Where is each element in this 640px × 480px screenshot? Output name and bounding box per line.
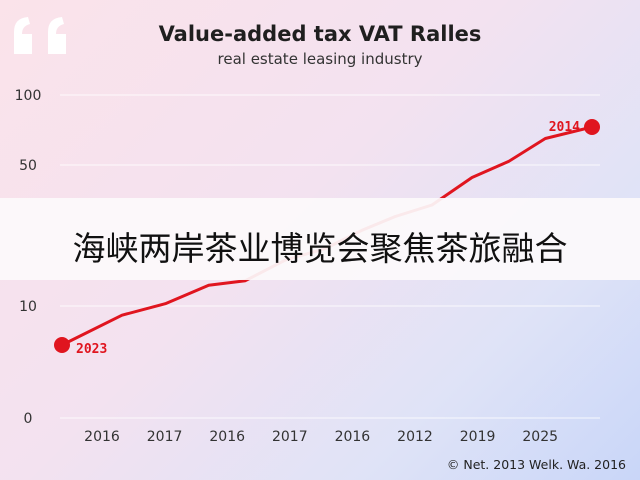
chart-title: Value-added tax VAT Ralles: [158, 22, 482, 46]
chart-subtitle: real estate leasing industry: [217, 50, 423, 68]
x-tick-label: 2017: [147, 429, 183, 445]
y-tick-label: 10: [19, 299, 37, 315]
data-point-marker: [584, 119, 600, 135]
copyright-credit: © Net. 2013 Welk. Wa. 2016: [446, 457, 626, 472]
headline-banner: [0, 198, 640, 280]
x-tick-label: 2016: [84, 429, 120, 445]
headline-banner-text: 海峡两岸茶业博览会聚焦茶旅融合: [72, 229, 568, 268]
x-tick-label: 2016: [209, 429, 245, 445]
data-point-marker: [54, 337, 70, 353]
x-tick-label: 2019: [460, 429, 496, 445]
x-tick-label: 2012: [397, 429, 433, 445]
quote-mark-icon: [14, 17, 66, 54]
x-tick-label: 2017: [272, 429, 308, 445]
x-tick-label: 2025: [522, 429, 558, 445]
x-tick-label: 2016: [335, 429, 371, 445]
data-label: 2014: [549, 120, 580, 135]
y-tick-label: 50: [19, 158, 37, 174]
data-label: 2023: [76, 342, 107, 357]
y-tick-label: 0: [24, 411, 33, 427]
y-tick-label: 100: [15, 88, 42, 104]
